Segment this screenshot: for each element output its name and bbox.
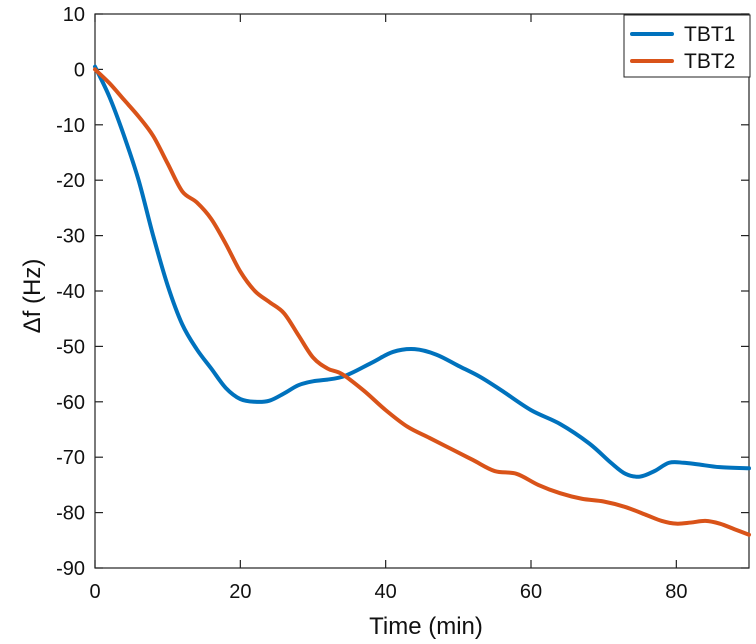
y-tick-label: -60: [56, 392, 85, 414]
x-tick-label: 80: [665, 581, 687, 603]
y-tick-label: -80: [56, 503, 85, 525]
y-tick-label: -90: [56, 558, 85, 580]
plot-area: 100-10-20-30-40-50-60-70-80-900 20 40 60 80: [56, 4, 751, 603]
y-tick-label: -20: [56, 170, 85, 192]
series-line-tbt2: [93, 67, 751, 537]
x-tick-label: 40: [375, 581, 397, 603]
legend-label-tbt2: TBT2: [684, 50, 735, 73]
y-tick-label: -10: [56, 115, 85, 137]
plot-frame: [94, 13, 750, 569]
x-tick-label: 20: [229, 581, 251, 603]
y-tick-label: 10: [63, 4, 85, 26]
legend: TBT1 TBT2: [623, 14, 751, 78]
x-axis-label: Time (min): [369, 613, 483, 640]
y-axis-label: Δf (Hz): [19, 259, 46, 334]
y-tick-label: -50: [56, 336, 85, 358]
series-line-tbt1: [93, 64, 751, 479]
y-tick-label: 0: [74, 59, 85, 81]
legend-label-tbt1: TBT1: [684, 23, 735, 46]
x-tick-label: 60: [520, 581, 542, 603]
ticks-layer: 100-10-20-30-40-50-60-70-80-900 20 40 60 80: [56, 4, 749, 603]
x-tick-label: 0: [89, 581, 100, 603]
series-layer: [93, 64, 751, 537]
legend-box: [623, 14, 751, 78]
y-tick-label: -40: [56, 281, 85, 303]
y-tick-label: -70: [56, 447, 85, 469]
y-tick-label: -30: [56, 226, 85, 248]
